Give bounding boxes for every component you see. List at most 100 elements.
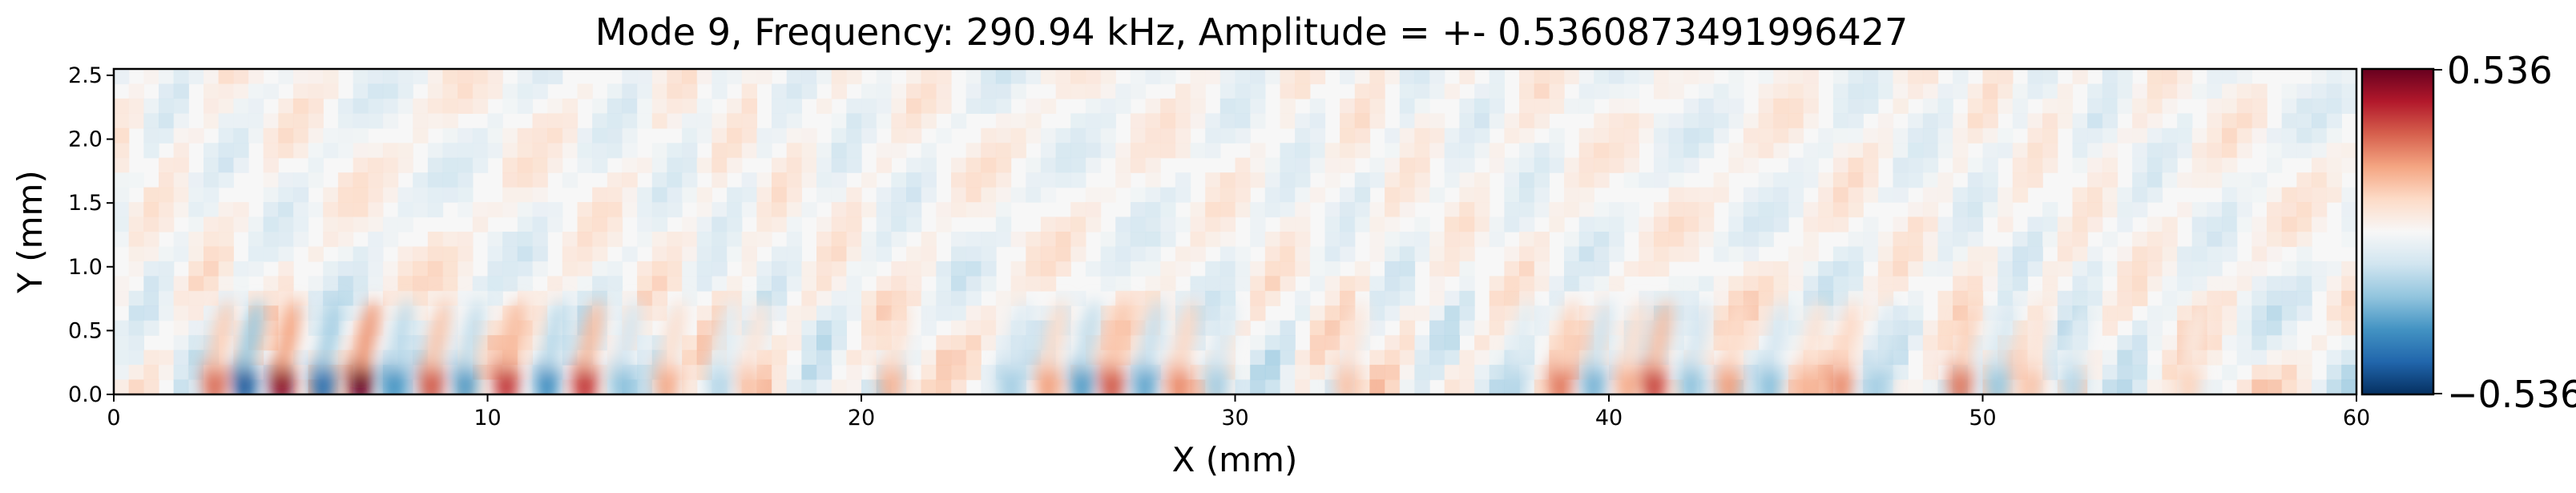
texture-cell — [2222, 83, 2238, 99]
texture-cell — [2251, 83, 2268, 99]
texture-cell — [1160, 216, 1176, 232]
texture-cell — [2147, 246, 2163, 262]
texture-cell — [1982, 320, 1998, 336]
texture-cell — [1773, 202, 1789, 218]
texture-cell — [1235, 365, 1251, 381]
texture-cell — [1578, 232, 1594, 248]
texture-cell — [218, 276, 234, 292]
texture-cell — [1863, 276, 1879, 292]
texture-cell — [248, 127, 264, 143]
texture-cell — [218, 246, 234, 262]
texture-cell — [1908, 290, 1924, 306]
texture-cell — [1832, 143, 1849, 159]
texture-cell — [1190, 232, 1206, 248]
texture-cell — [1459, 127, 1475, 143]
texture-cell — [861, 83, 877, 99]
texture-cell — [308, 127, 324, 143]
texture-cell — [1758, 290, 1774, 306]
texture-cell — [114, 187, 130, 203]
texture-cell — [846, 69, 862, 85]
texture-cell — [2326, 143, 2342, 159]
texture-cell — [368, 157, 384, 173]
texture-cell — [2147, 335, 2163, 351]
texture-cell — [382, 305, 399, 321]
texture-cell — [1609, 232, 1625, 248]
texture-cell — [951, 350, 967, 366]
texture-cell — [278, 246, 294, 262]
texture-cell — [2147, 69, 2163, 85]
texture-cell — [1026, 157, 1042, 173]
texture-cell — [458, 187, 474, 203]
near-wall-blob-plume — [425, 299, 450, 375]
texture-cell — [1953, 246, 1969, 262]
texture-cell — [128, 379, 144, 394]
texture-cell — [188, 290, 204, 306]
texture-cell — [368, 83, 384, 99]
texture-cell — [1280, 350, 1296, 366]
texture-cell — [637, 202, 653, 218]
texture-cell — [233, 290, 249, 306]
texture-cell — [159, 202, 175, 218]
texture-cell — [2281, 232, 2297, 248]
texture-cell — [278, 232, 294, 248]
texture-cell — [2222, 216, 2238, 232]
texture-cell — [1998, 202, 2014, 218]
texture-cell — [1713, 113, 1729, 129]
texture-cell — [1160, 143, 1176, 159]
texture-cell — [1175, 143, 1191, 159]
texture-cell — [204, 69, 220, 85]
texture-cell — [995, 202, 1012, 218]
texture-cell — [1385, 216, 1401, 232]
texture-cell — [1340, 113, 1356, 129]
texture-cell — [1534, 232, 1550, 248]
texture-cell — [2236, 276, 2252, 292]
texture-cell — [981, 261, 997, 277]
texture-cell — [128, 216, 144, 232]
texture-cell — [1235, 187, 1251, 203]
texture-cell — [1893, 276, 1909, 292]
texture-cell — [1773, 216, 1789, 232]
texture-cell — [2236, 113, 2252, 129]
texture-cell — [1115, 157, 1131, 173]
texture-cell — [1369, 216, 1385, 232]
texture-cell — [816, 187, 832, 203]
texture-cell — [1953, 113, 1969, 129]
texture-cell — [2147, 157, 2163, 173]
texture-cell — [1070, 157, 1086, 173]
texture-cell — [2102, 320, 2118, 336]
texture-cell — [2042, 113, 2058, 129]
near-wall-blob-plume — [2026, 299, 2050, 375]
texture-cell — [2027, 143, 2043, 159]
texture-cell — [1578, 98, 1594, 114]
texture-cell — [1578, 127, 1594, 143]
texture-cell — [1908, 113, 1924, 129]
texture-cell — [2341, 143, 2356, 159]
texture-cell — [143, 379, 159, 394]
texture-cell — [1504, 305, 1520, 321]
near-wall-blob-plume — [1042, 299, 1066, 375]
texture-cell — [1280, 69, 1296, 85]
texture-cell — [1250, 350, 1266, 366]
texture-cell — [921, 261, 937, 277]
texture-cell — [413, 335, 429, 351]
texture-cell — [1578, 143, 1594, 159]
texture-cell — [263, 246, 279, 262]
texture-cell — [816, 216, 832, 232]
texture-cell — [1070, 83, 1086, 99]
texture-cell — [756, 187, 772, 203]
texture-cell — [1026, 246, 1042, 262]
texture-cell — [128, 350, 144, 366]
texture-cell — [173, 290, 189, 306]
texture-cell — [1594, 261, 1610, 277]
texture-cell — [921, 379, 937, 394]
x-tick-label: 20 — [848, 406, 875, 430]
texture-cell — [2117, 379, 2133, 394]
texture-cell — [2267, 157, 2283, 173]
texture-cell — [2191, 276, 2207, 292]
texture-cell — [1340, 290, 1356, 306]
texture-cell — [651, 216, 668, 232]
texture-cell — [1280, 202, 1296, 218]
texture-cell — [1489, 276, 1505, 292]
texture-cell — [1818, 350, 1834, 366]
texture-cell — [1788, 335, 1804, 351]
